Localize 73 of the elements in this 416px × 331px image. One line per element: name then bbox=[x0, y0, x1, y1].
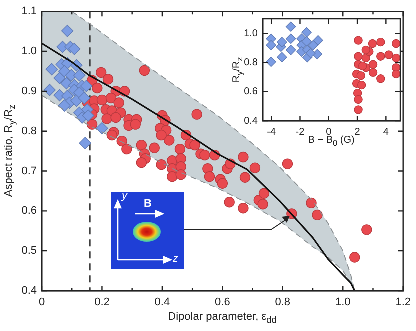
annotation: y bbox=[122, 190, 128, 202]
y-tick-label: 0.4 bbox=[22, 285, 37, 298]
x-tick-label: 1.0 bbox=[335, 296, 351, 309]
point bbox=[354, 106, 363, 114]
y-tick-label: 0.9 bbox=[22, 85, 37, 98]
x-tick-label: 0 bbox=[38, 296, 46, 309]
point bbox=[376, 74, 386, 84]
point bbox=[306, 48, 316, 59]
point bbox=[368, 68, 378, 77]
point bbox=[308, 40, 319, 51]
point bbox=[54, 72, 66, 84]
y-tick-label: 0.5 bbox=[22, 245, 37, 258]
x-tick-label: 4 bbox=[383, 126, 390, 138]
point bbox=[96, 122, 108, 135]
point bbox=[392, 39, 400, 48]
y-tick-label: 1.1 bbox=[22, 6, 37, 18]
point bbox=[384, 50, 394, 60]
x-tick-label: -4 bbox=[267, 126, 276, 138]
point bbox=[78, 92, 91, 104]
x-axis-title: Dipolar parameter, ε$_{dd}$ bbox=[168, 311, 277, 326]
x-tick-label: 0.4 bbox=[154, 296, 170, 309]
x-tick-label: 0.8 bbox=[275, 296, 291, 309]
point bbox=[302, 36, 312, 47]
point bbox=[73, 69, 86, 82]
point bbox=[358, 62, 368, 71]
x-tick-label: 0.6 bbox=[215, 296, 230, 309]
point bbox=[357, 80, 366, 90]
x-tick-label: -2 bbox=[296, 126, 306, 138]
x-axis-title: B − B$_{0}$ (G) bbox=[308, 135, 355, 148]
point bbox=[368, 39, 378, 48]
point bbox=[368, 60, 378, 69]
point bbox=[70, 94, 83, 108]
cloud-image: B y z bbox=[111, 192, 184, 269]
point bbox=[362, 46, 370, 55]
y-tick-label: 0.4 bbox=[244, 116, 258, 127]
point bbox=[82, 110, 95, 122]
point bbox=[68, 42, 81, 56]
point bbox=[313, 35, 324, 46]
y-tick-label: 0.6 bbox=[244, 86, 258, 98]
y-tick-label: 1.0 bbox=[244, 28, 258, 40]
point bbox=[46, 63, 58, 76]
y-tick-label: 0.6 bbox=[22, 205, 37, 218]
point bbox=[80, 80, 93, 92]
point bbox=[376, 38, 386, 47]
point bbox=[44, 84, 56, 96]
point bbox=[392, 54, 400, 63]
x-tick-label: 2 bbox=[354, 126, 361, 138]
annotation: z bbox=[173, 253, 178, 265]
point bbox=[354, 36, 363, 45]
point bbox=[286, 45, 296, 56]
point bbox=[60, 77, 73, 90]
point bbox=[376, 52, 386, 61]
y-tick-label: 0.7 bbox=[22, 165, 37, 178]
point bbox=[286, 22, 296, 32]
y-tick-label: 0.8 bbox=[244, 57, 258, 68]
point bbox=[277, 37, 288, 48]
point bbox=[302, 27, 312, 38]
point bbox=[356, 71, 366, 80]
point bbox=[266, 40, 276, 51]
point bbox=[58, 100, 71, 112]
point bbox=[392, 70, 400, 79]
point bbox=[277, 52, 288, 63]
point bbox=[61, 25, 74, 38]
annotation: B bbox=[144, 198, 152, 210]
point bbox=[354, 95, 363, 104]
x-tick-label: 1.2 bbox=[396, 296, 412, 309]
point bbox=[286, 34, 296, 44]
point bbox=[362, 54, 370, 63]
point bbox=[266, 56, 276, 68]
point bbox=[354, 52, 363, 61]
y-tick-label: 1.0 bbox=[22, 46, 37, 58]
point bbox=[79, 137, 92, 150]
x-tick-label: 0.2 bbox=[94, 296, 110, 309]
